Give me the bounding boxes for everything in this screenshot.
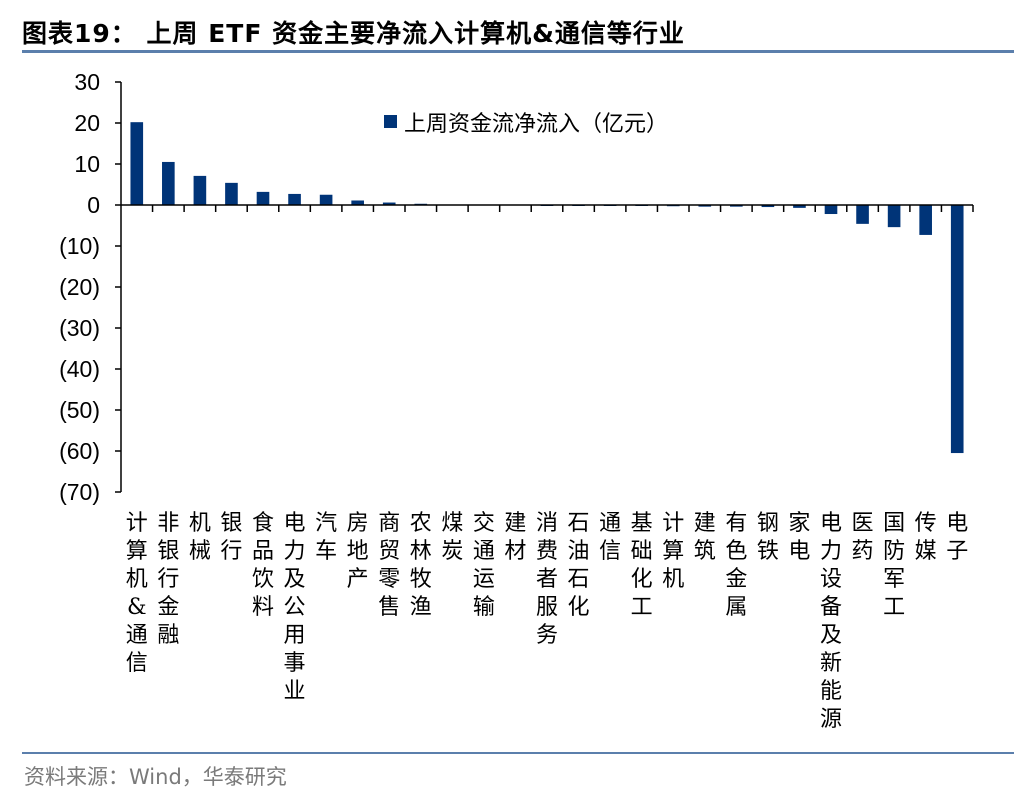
category-label: 传媒 [914,511,937,564]
y-tick-label: (50) [59,397,100,423]
category-label: 石油石化 [567,511,590,620]
category-label: 交通运输 [472,511,495,620]
bar [856,205,869,224]
x-axis [121,204,974,212]
y-tick-label: (40) [59,356,100,382]
y-tick-label: 20 [74,110,100,136]
bar [319,194,333,205]
category-label: 计算机&通信 [125,511,148,676]
category-label: 通信 [599,511,622,564]
bar [130,122,144,205]
category-label: 食品饮料 [251,511,274,620]
y-tick-label: 10 [74,151,100,177]
y-tick-label: 0 [87,192,100,218]
category-label: 银行 [220,511,243,564]
bar [950,205,964,454]
bar [793,205,806,208]
category-label: 机械 [188,511,211,564]
category-label: 国防军工 [883,511,906,620]
category-label: 农林牧渔 [409,511,432,620]
y-tick-label: (20) [59,274,100,300]
bar [256,191,270,205]
category-label: 建材 [504,511,527,564]
y-tick-label: (60) [59,438,100,464]
category-label: 建筑 [693,511,716,564]
category-label: 钢铁 [756,511,779,564]
footer-divider [22,752,1014,754]
bar [225,182,238,205]
category-label: 房地产 [346,511,369,592]
legend-label: 上周资金流净流入（亿元） [404,112,668,137]
legend-swatch [384,115,397,128]
category-label: 有色金属 [725,511,748,620]
category-label: 电力设备及新能源 [819,511,842,732]
source-note: 资料来源：Wind，华泰研究 [24,765,287,789]
bar [887,205,901,228]
category-label: 消费者服务 [535,511,558,648]
bar-series [130,122,964,454]
bar [193,175,207,205]
category-label: 非银行金融 [157,511,180,648]
category-label: 电力及公用事业 [283,511,306,704]
bar [730,205,743,207]
bar [162,161,175,205]
bar [698,205,712,207]
category-label: 煤炭 [441,511,464,564]
bar [919,205,932,235]
category-label: 汽车 [315,511,338,564]
bar [288,193,301,205]
bar [351,200,364,205]
y-tick-label: (30) [59,315,100,341]
category-label: 基础化工 [630,511,653,620]
category-label: 电子 [946,511,969,564]
title-divider [22,50,1014,53]
y-tick-label: 30 [74,69,100,95]
y-tick-label: (70) [59,479,100,505]
bar [761,205,775,208]
bar [824,205,838,215]
category-label: 医药 [851,511,874,564]
y-axis: 30 20 10 0 (10) (20) (30) (40) (50) (60) (70) [59,69,122,505]
category-label: 商贸零售 [378,511,401,620]
bar [382,202,396,205]
category-label: 计算机 [662,511,685,592]
legend: 上周资金流净流入（亿元） [384,112,668,137]
y-tick-label: (10) [59,233,100,259]
category-label: 家电 [788,511,811,564]
figure-title: 图表19： 上周 ETF 资金主要净流入计算机&通信等行业 [22,19,685,48]
